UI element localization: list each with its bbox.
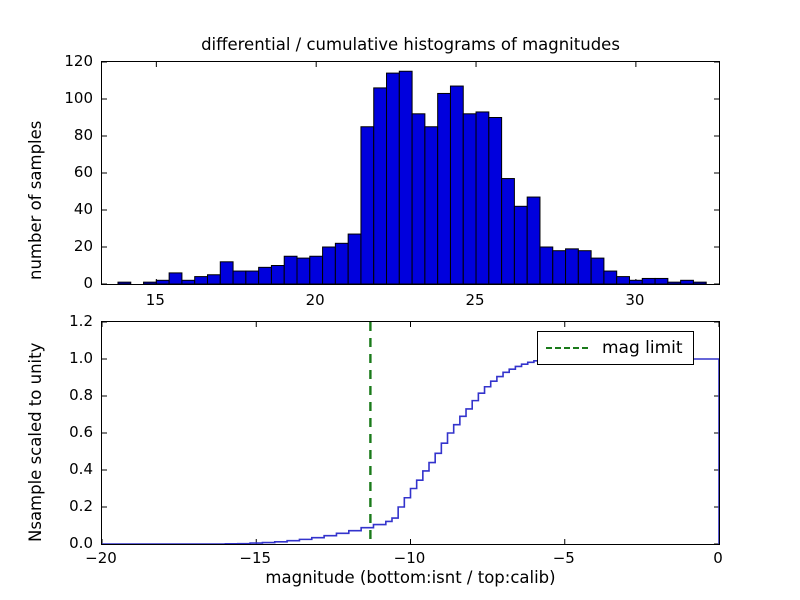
histogram-bar (616, 276, 630, 284)
histogram-bar (424, 126, 439, 284)
histogram-bar (692, 281, 707, 284)
y-tick-label: 120 (64, 52, 93, 70)
histogram-bar (334, 242, 349, 284)
histogram-bar (232, 270, 247, 284)
y-tick-label: 1.2 (69, 312, 93, 330)
y-tick-label: 20 (73, 237, 93, 255)
x-tick-label: −15 (239, 549, 272, 567)
x-tick-label: −20 (85, 549, 117, 567)
histogram-bar (258, 266, 272, 284)
histogram-bar (628, 279, 643, 284)
histogram-bar (347, 233, 362, 284)
y-tick-label: 0.4 (69, 460, 93, 478)
histogram-bar (117, 281, 132, 284)
histogram-bar (309, 255, 324, 284)
histogram-bar (539, 246, 554, 284)
histogram-bar (526, 196, 541, 284)
histogram-bar (449, 85, 464, 284)
histogram-bar (603, 270, 618, 284)
histogram-bar (411, 113, 426, 284)
cumulative-step-line (102, 358, 719, 544)
histogram-bar (386, 72, 400, 284)
histogram-bar (654, 277, 669, 284)
y-tick-label: 0.6 (69, 423, 93, 441)
histogram-bar (552, 250, 567, 284)
differential-histogram-axes (101, 61, 720, 285)
chart-title: differential / cumulative histograms of … (201, 35, 620, 54)
y-tick-label: 0 (83, 274, 93, 292)
dashed-line-icon (546, 347, 588, 349)
histogram-bar (194, 276, 208, 284)
x-tick-label: 25 (465, 291, 485, 309)
histogram-bar (373, 87, 388, 284)
y-tick-label: 1.0 (69, 349, 93, 367)
histogram-bar (143, 281, 157, 284)
legend[interactable]: mag limit (537, 331, 694, 365)
y-tick-label: 40 (73, 200, 93, 218)
y-tick-label: 60 (73, 163, 93, 181)
histogram-bar (168, 272, 183, 284)
histogram-bar (245, 270, 260, 284)
y-tick-label: 80 (73, 126, 93, 144)
histogram-bar (501, 178, 515, 284)
x-tick-label: −10 (393, 549, 426, 567)
histogram-bar (577, 250, 592, 284)
histogram-bar (360, 126, 375, 284)
y-tick-label: 100 (64, 89, 93, 107)
legend-entry-mag-limit-label: mag limit (602, 338, 683, 358)
histogram-bar (155, 279, 170, 284)
histogram-bar (398, 70, 413, 284)
histogram-bar (181, 279, 196, 284)
histogram-bar (641, 277, 656, 284)
histogram-bar (590, 257, 605, 284)
histogram-bar (513, 205, 528, 284)
histogram-bar (475, 111, 490, 284)
histogram-bar (437, 92, 451, 284)
x-tick-label: −5 (552, 549, 575, 567)
cumulative-plot-area (102, 322, 719, 544)
x-tick-label: 20 (305, 291, 325, 309)
histogram-plot-area (102, 62, 719, 284)
x-tick-label: 30 (625, 291, 645, 309)
x-tick-label: 15 (145, 291, 165, 309)
histogram-bar (283, 255, 298, 284)
histogram-bar (219, 261, 234, 284)
histogram-bar (296, 257, 311, 284)
histogram-bar (270, 265, 285, 284)
histogram-bar (322, 246, 336, 284)
y-tick-label: 0.8 (69, 386, 93, 404)
histogram-bar (206, 274, 221, 284)
histogram-bar (667, 281, 682, 284)
histogram-bar (462, 113, 477, 284)
histogram-bar (488, 117, 503, 284)
y-tick-label: 0.0 (69, 534, 93, 552)
bottom-panel-xlabel: magnitude (bottom:isnt / top:calib) (265, 568, 556, 587)
y-tick-label: 0.2 (69, 497, 93, 515)
histogram-bar (565, 248, 579, 284)
x-tick-label: 0 (713, 549, 723, 567)
histogram-bar (680, 279, 694, 284)
